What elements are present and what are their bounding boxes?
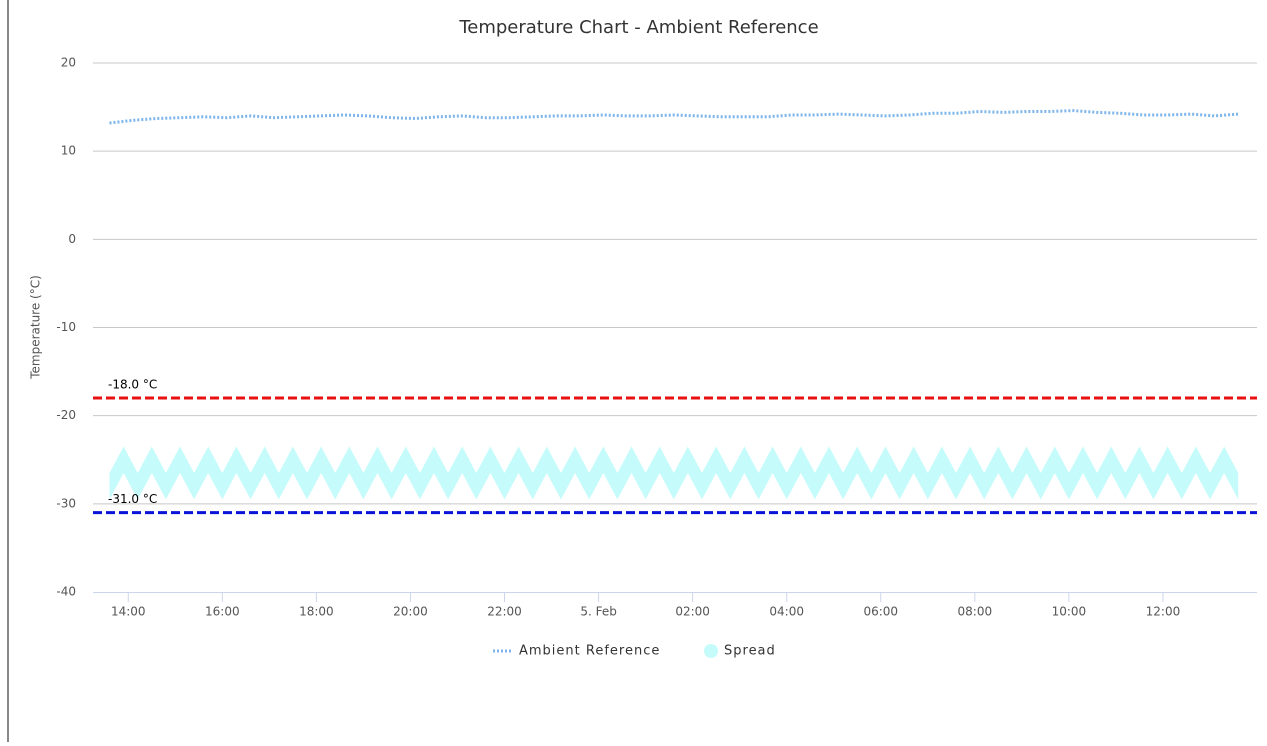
plot-line-label: -31.0 °C — [108, 492, 157, 506]
line — [109, 109, 1239, 125]
x-tick-label: 02:00 — [675, 605, 710, 619]
y-tick-label: 0 — [68, 232, 76, 246]
x-tick-label: 04:00 — [769, 605, 804, 619]
legend-label: Spread — [724, 644, 776, 659]
x-tick-label: 20:00 — [393, 605, 428, 619]
plot-line-label: -18.0 °C — [108, 378, 157, 392]
x-tick-label: 5. Feb — [580, 605, 617, 619]
x-tick-label: 08:00 — [958, 605, 993, 619]
x-tick-label: 10:00 — [1052, 605, 1087, 619]
x-tick-label: 14:00 — [111, 605, 146, 619]
x-tick-label: 16:00 — [205, 605, 240, 619]
y-tick-label: 20 — [61, 56, 76, 70]
y-tick-label: -10 — [56, 320, 76, 334]
area-range — [109, 446, 1239, 500]
x-tick-label: 06:00 — [863, 605, 898, 619]
x-tick-label: 12:00 — [1146, 605, 1181, 619]
y-tick-label: -40 — [56, 585, 76, 599]
x-tick-label: 18:00 — [299, 605, 334, 619]
x-tick-label: 22:00 — [487, 605, 522, 619]
chart-title: Temperature Chart - Ambient Reference — [458, 17, 818, 38]
y-axis-title: Temperature (°C) — [29, 275, 43, 380]
y-tick-label: -20 — [56, 408, 76, 422]
y-tick-label: -30 — [56, 496, 76, 510]
legend-label: Ambient Reference — [519, 644, 660, 659]
y-tick-label: 10 — [61, 144, 76, 158]
legend-swatch — [704, 644, 718, 658]
